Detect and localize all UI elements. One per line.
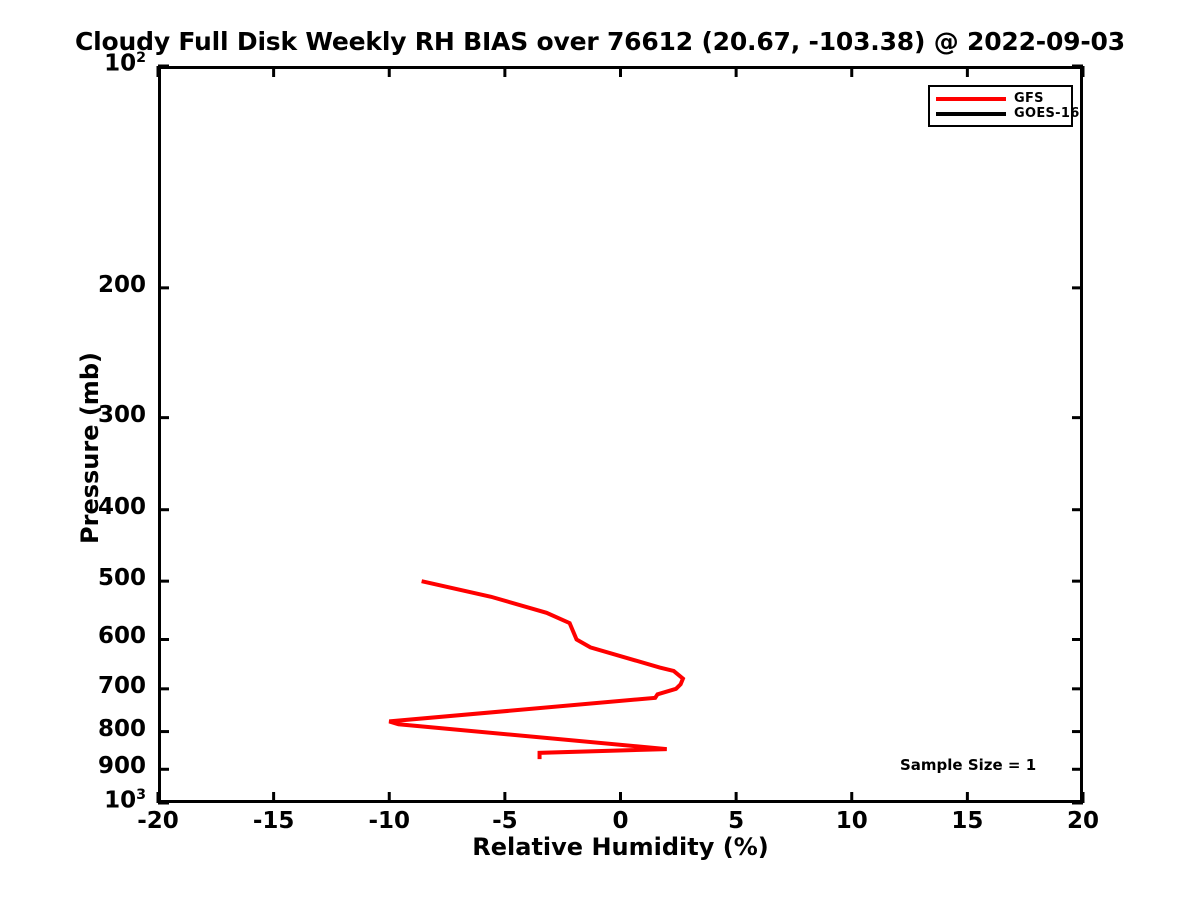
x-tick-label: -10 — [368, 808, 411, 834]
page-title: Cloudy Full Disk Weekly RH BIAS over 766… — [75, 27, 1125, 56]
y-tick-label: 600 — [97, 623, 146, 650]
y-tick-label: 900 — [97, 753, 146, 780]
y-tick-label: 400 — [97, 493, 146, 520]
y-tick-label: 500 — [97, 565, 146, 592]
tick-marks-group — [156, 64, 1085, 805]
y-tick-label: 700 — [97, 672, 146, 699]
legend-line-swatch — [936, 96, 1006, 101]
x-tick-label: 5 — [728, 808, 745, 834]
plot-canvas — [156, 64, 1085, 805]
data-series-group — [388, 579, 686, 760]
sample-size-annotation: Sample Size = 1 — [900, 756, 1037, 774]
y-tick-label: 102 — [104, 50, 146, 77]
x-tick-label: -20 — [137, 808, 179, 834]
y-tick-label: 800 — [97, 715, 146, 742]
x-tick-label: -5 — [492, 808, 518, 834]
y-tick-label: 103 — [104, 787, 146, 814]
plot-axes-frame — [158, 66, 1083, 803]
y-tick-label: 200 — [97, 271, 146, 298]
x-axis-title: Relative Humidity (%) — [472, 833, 769, 861]
x-tick-label: 15 — [951, 808, 984, 834]
y-axis-title: Pressure (mb) — [76, 352, 104, 544]
legend-entry[interactable]: GFS — [936, 91, 1065, 106]
legend-line-swatch — [936, 111, 1006, 116]
x-tick-label: 10 — [835, 808, 868, 834]
legend: GFS GOES-16 — [928, 85, 1079, 127]
x-tick-label: 0 — [612, 808, 629, 834]
y-tick-label: 300 — [97, 401, 146, 428]
x-tick-label: 20 — [1066, 808, 1099, 834]
series-line-gfs — [388, 579, 686, 760]
legend-label: GOES-16 — [1014, 106, 1080, 121]
legend-label: GFS — [1014, 91, 1044, 106]
x-tick-label: -15 — [252, 808, 295, 834]
legend-entry[interactable]: GOES-16 — [936, 106, 1079, 121]
